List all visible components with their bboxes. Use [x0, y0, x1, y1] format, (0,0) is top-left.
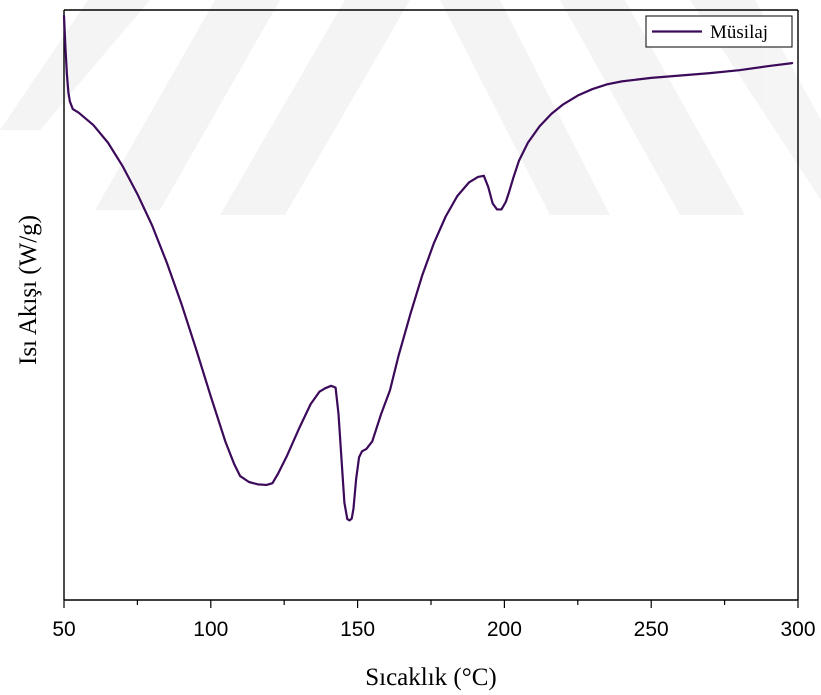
- x-axis-tick-labels: 50 100 150 200 250 300: [52, 618, 815, 641]
- x-tick-label: 150: [340, 618, 375, 641]
- x-tick-label: 100: [193, 618, 228, 641]
- series-group: [62, 14, 794, 522]
- x-tick-label: 50: [52, 618, 75, 641]
- series-line-musilaj: [62, 14, 794, 522]
- x-axis-ticks: [63, 600, 799, 608]
- y-axis-label: Isı Akışı (W/g): [15, 215, 42, 365]
- plot-area: 50 100 150 200 250 300: [52, 9, 816, 641]
- watermark-logo: [0, 0, 821, 215]
- legend-series-label: Müsilaj: [710, 22, 768, 43]
- legend: Müsilaj: [645, 15, 793, 48]
- x-tick-label: 200: [487, 618, 522, 641]
- x-tick-label: 250: [634, 618, 669, 641]
- x-axis-label: Sıcaklık (°C): [365, 664, 497, 691]
- x-tick-label: 300: [780, 618, 815, 641]
